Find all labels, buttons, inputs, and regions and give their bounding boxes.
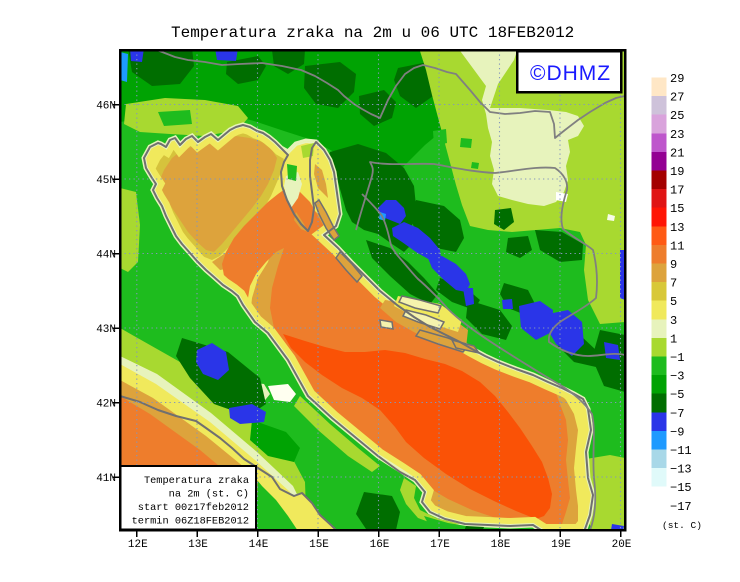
svg-text:41N: 41N bbox=[96, 473, 116, 485]
svg-text:19E: 19E bbox=[551, 539, 571, 551]
svg-text:20E: 20E bbox=[612, 539, 632, 551]
svg-text:15: 15 bbox=[670, 202, 684, 216]
svg-text:−1: −1 bbox=[670, 351, 684, 365]
svg-text:−3: −3 bbox=[670, 370, 684, 384]
svg-text:13E: 13E bbox=[188, 539, 208, 551]
svg-text:13: 13 bbox=[670, 221, 684, 235]
svg-text:−5: −5 bbox=[670, 388, 684, 402]
svg-text:Temperatura zraka na 2m u 06 U: Temperatura zraka na 2m u 06 UTC 18FEB20… bbox=[171, 24, 574, 42]
svg-text:17: 17 bbox=[670, 184, 684, 198]
svg-text:start 00z17feb2012: start 00z17feb2012 bbox=[138, 502, 249, 514]
svg-text:15E: 15E bbox=[309, 539, 329, 551]
svg-text:17E: 17E bbox=[430, 539, 450, 551]
svg-text:−15: −15 bbox=[670, 481, 692, 495]
svg-text:7: 7 bbox=[670, 277, 677, 291]
svg-text:18E: 18E bbox=[491, 539, 511, 551]
svg-text:−17: −17 bbox=[670, 500, 692, 514]
svg-text:29: 29 bbox=[670, 72, 684, 86]
svg-text:16E: 16E bbox=[370, 539, 390, 551]
svg-text:19: 19 bbox=[670, 165, 684, 179]
svg-text:1: 1 bbox=[670, 332, 677, 346]
svg-text:©DHMZ: ©DHMZ bbox=[530, 62, 611, 85]
svg-text:−7: −7 bbox=[670, 407, 684, 421]
svg-text:45N: 45N bbox=[96, 175, 116, 187]
svg-text:21: 21 bbox=[670, 146, 684, 160]
svg-text:termin 06Z18FEB2012: termin 06Z18FEB2012 bbox=[132, 516, 249, 528]
svg-text:25: 25 bbox=[670, 109, 684, 123]
svg-text:Temperatura zraka: Temperatura zraka bbox=[144, 475, 249, 487]
svg-text:−13: −13 bbox=[670, 463, 692, 477]
svg-text:−9: −9 bbox=[670, 425, 684, 439]
svg-text:na 2m (st. C): na 2m (st. C) bbox=[169, 489, 249, 501]
svg-text:9: 9 bbox=[670, 258, 677, 272]
svg-text:27: 27 bbox=[670, 91, 684, 105]
svg-text:12E: 12E bbox=[128, 539, 148, 551]
svg-text:42N: 42N bbox=[96, 399, 116, 411]
svg-text:23: 23 bbox=[670, 128, 684, 142]
svg-text:5: 5 bbox=[670, 295, 677, 309]
svg-text:11: 11 bbox=[670, 239, 684, 253]
svg-text:43N: 43N bbox=[96, 324, 116, 336]
svg-text:(st. C): (st. C) bbox=[662, 520, 702, 531]
svg-text:−11: −11 bbox=[670, 444, 692, 458]
svg-text:44N: 44N bbox=[96, 250, 116, 262]
svg-text:46N: 46N bbox=[96, 101, 116, 113]
svg-text:3: 3 bbox=[670, 314, 677, 328]
svg-text:14E: 14E bbox=[249, 539, 269, 551]
